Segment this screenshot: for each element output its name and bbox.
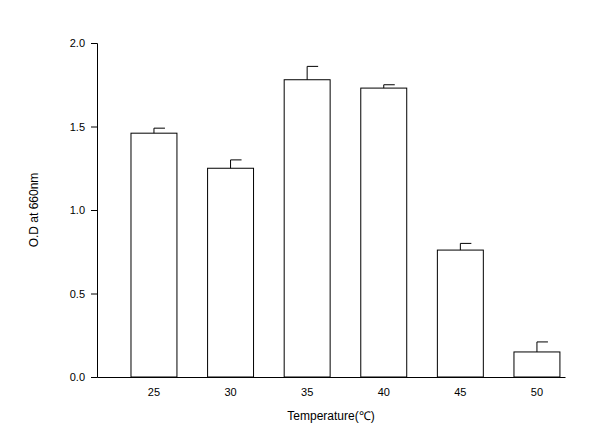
x-tick: 40 — [378, 377, 390, 398]
y-tick-label: 0.5 — [70, 288, 85, 300]
x-axis-title: Temperature(℃) — [287, 409, 374, 423]
error-bar — [460, 243, 471, 250]
y-tick: 1.0 — [70, 204, 97, 216]
y-tick: 0.0 — [70, 371, 97, 383]
y-axis-title: O.D at 660nm — [27, 173, 41, 248]
x-tick: 30 — [224, 377, 236, 398]
x-tick: 50 — [531, 377, 543, 398]
y-tick-mark — [91, 43, 97, 44]
error-stem — [230, 160, 231, 168]
error-stem — [460, 243, 461, 250]
bar — [437, 250, 483, 377]
y-tick-label: 1.5 — [70, 121, 85, 133]
error-stem — [536, 342, 537, 352]
x-tick: 45 — [454, 377, 466, 398]
x-tick-label: 40 — [378, 386, 390, 398]
error-stem — [153, 128, 154, 133]
x-axis-line — [98, 377, 566, 378]
error-bar — [307, 66, 318, 79]
y-tick: 0.5 — [70, 288, 97, 300]
error-bar — [384, 85, 395, 88]
y-tick-label: 0.0 — [70, 371, 85, 383]
error-stem — [307, 66, 308, 79]
x-tick: 25 — [148, 377, 160, 398]
error-stem — [383, 85, 384, 88]
y-tick-mark — [91, 294, 97, 295]
y-tick-label: 1.0 — [70, 204, 85, 216]
bars — [131, 66, 560, 377]
y-tick-label: 2.0 — [70, 37, 85, 49]
chart: 0.0 0.5 1.0 1.5 2.0 25 30 35 40 45 50 Temperature(℃… — [0, 0, 609, 440]
x-tick-label: 45 — [454, 386, 466, 398]
x-axis: 25 30 35 40 45 50 — [98, 377, 566, 398]
y-axis-line — [91, 44, 98, 378]
y-tick: 2.0 — [70, 37, 97, 49]
x-tick-label: 30 — [224, 386, 236, 398]
x-tick-label: 25 — [148, 386, 160, 398]
error-bar — [537, 342, 548, 352]
error-bar — [231, 160, 242, 168]
x-tick-label: 50 — [531, 386, 543, 398]
y-tick-mark — [91, 377, 97, 378]
x-tick-label: 35 — [301, 386, 313, 398]
bar — [514, 352, 560, 377]
error-bars — [154, 66, 548, 352]
error-cap — [154, 128, 165, 129]
error-cap — [460, 243, 471, 244]
y-tick-mark — [91, 210, 97, 211]
error-bar — [154, 128, 165, 133]
error-cap — [537, 341, 548, 342]
bar — [131, 133, 177, 377]
y-axis: 0.0 0.5 1.0 1.5 2.0 — [70, 37, 98, 383]
error-cap — [307, 66, 318, 67]
error-cap — [231, 159, 242, 160]
x-tick: 35 — [301, 377, 313, 398]
y-tick: 1.5 — [70, 121, 97, 133]
bar — [361, 88, 407, 377]
bar — [208, 168, 254, 377]
y-tick-mark — [91, 127, 97, 128]
error-cap — [384, 84, 395, 85]
bar — [284, 80, 330, 377]
